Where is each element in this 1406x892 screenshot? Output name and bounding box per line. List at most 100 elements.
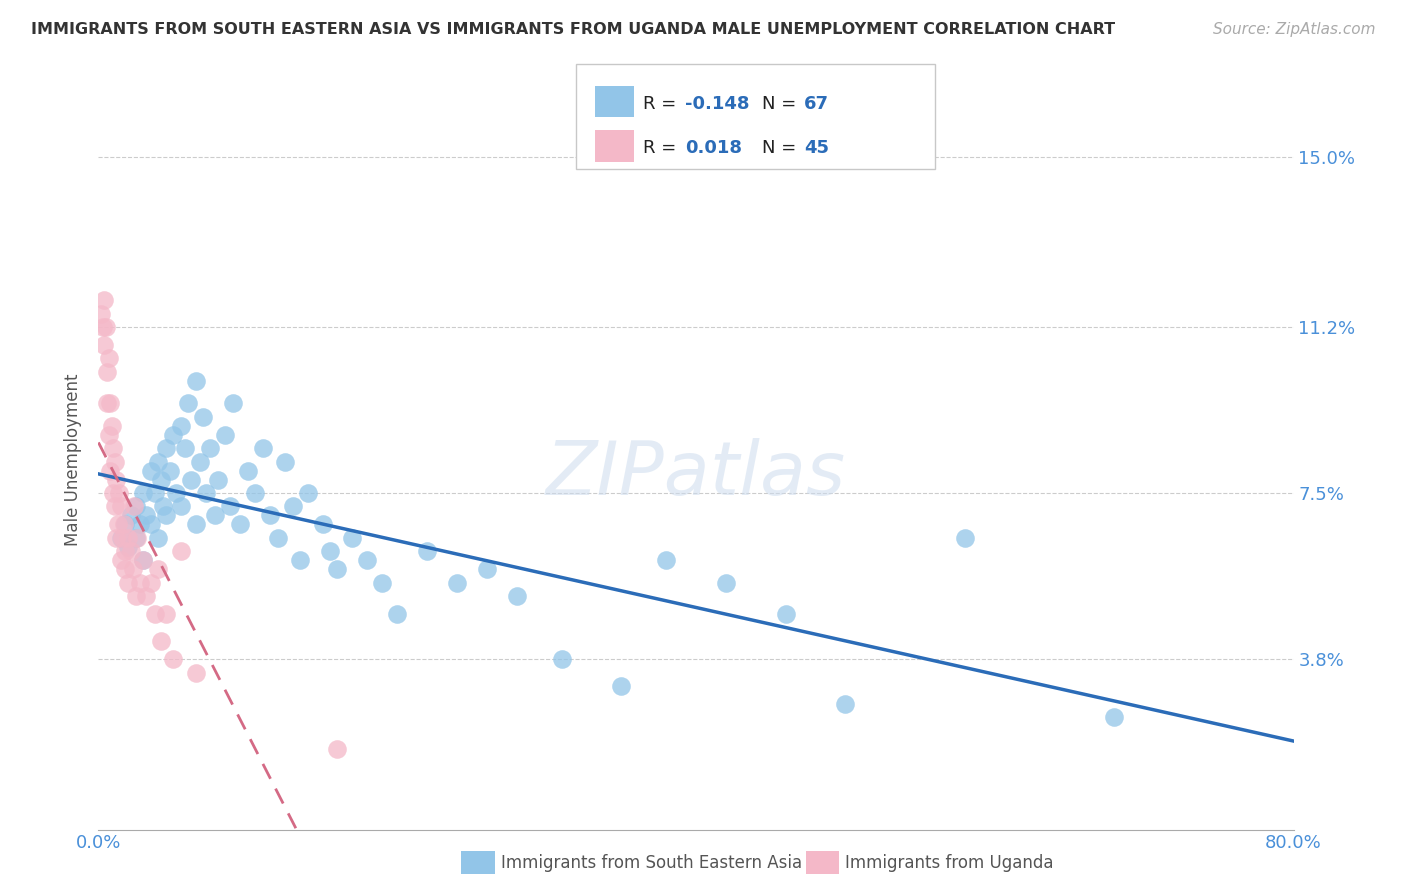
Point — [143, 486, 166, 500]
Point — [98, 464, 122, 478]
Point — [165, 486, 187, 500]
Point — [129, 517, 152, 532]
Point — [139, 464, 162, 478]
Point — [191, 409, 214, 424]
Point — [281, 500, 304, 514]
Point — [139, 517, 162, 532]
Point — [139, 575, 162, 590]
Point — [252, 441, 274, 455]
Point — [267, 531, 290, 545]
Point — [180, 473, 202, 487]
Point — [319, 544, 342, 558]
Point — [135, 508, 157, 523]
Point — [259, 508, 281, 523]
Text: Immigrants from Uganda: Immigrants from Uganda — [845, 854, 1053, 871]
Point — [110, 500, 132, 514]
Point — [135, 589, 157, 603]
Point — [104, 500, 127, 514]
Point — [132, 553, 155, 567]
Point — [121, 562, 143, 576]
Point — [174, 441, 197, 455]
Point — [127, 531, 149, 545]
Text: 0.018: 0.018 — [685, 139, 742, 157]
Point — [550, 652, 572, 666]
Point — [124, 500, 146, 514]
Point — [245, 486, 267, 500]
Point — [125, 589, 148, 603]
Point — [655, 553, 678, 567]
Point — [177, 396, 200, 410]
Point — [90, 307, 112, 321]
Y-axis label: Male Unemployment: Male Unemployment — [65, 373, 83, 546]
Point — [1104, 710, 1126, 724]
Point — [311, 517, 333, 532]
Point — [342, 531, 364, 545]
Text: ZIPatlas: ZIPatlas — [546, 438, 846, 510]
Point — [200, 441, 222, 455]
Point — [274, 455, 297, 469]
Point — [775, 607, 797, 622]
Point — [326, 562, 349, 576]
Point — [155, 607, 177, 622]
Point — [184, 374, 207, 388]
Point — [91, 320, 114, 334]
Point — [152, 500, 174, 514]
Text: N =: N = — [762, 95, 801, 113]
Point — [155, 508, 177, 523]
Point — [159, 464, 181, 478]
Point — [97, 351, 120, 366]
Point — [97, 427, 120, 442]
Point — [105, 473, 128, 487]
Point — [219, 500, 242, 514]
Point — [143, 607, 166, 622]
Point — [104, 455, 127, 469]
Point — [150, 634, 173, 648]
Point — [114, 544, 136, 558]
Point — [94, 320, 117, 334]
Point — [93, 338, 115, 352]
Point — [195, 486, 218, 500]
Point — [207, 473, 229, 487]
Point — [96, 396, 118, 410]
Point — [184, 665, 207, 680]
Point — [169, 418, 191, 433]
Point — [101, 418, 124, 433]
Point — [155, 441, 177, 455]
Point — [120, 544, 142, 558]
Point — [446, 575, 468, 590]
Point — [222, 396, 245, 410]
Point — [93, 293, 115, 307]
Point — [105, 531, 128, 545]
Point — [371, 575, 394, 590]
Text: 67: 67 — [804, 95, 830, 113]
Point — [506, 589, 529, 603]
Point — [112, 517, 135, 532]
Point — [214, 427, 236, 442]
Point — [385, 607, 409, 622]
Point — [110, 553, 132, 567]
Point — [169, 544, 191, 558]
Point — [103, 486, 125, 500]
Point — [117, 540, 139, 554]
Point — [114, 517, 136, 532]
Point — [150, 473, 173, 487]
Point — [114, 562, 136, 576]
Text: Source: ZipAtlas.com: Source: ZipAtlas.com — [1212, 22, 1375, 37]
Point — [125, 531, 148, 545]
Point — [169, 500, 191, 514]
Point — [117, 575, 139, 590]
Point — [110, 531, 132, 545]
Text: R =: R = — [643, 95, 682, 113]
Text: -0.148: -0.148 — [685, 95, 749, 113]
Point — [107, 517, 129, 532]
Point — [117, 531, 139, 545]
Point — [148, 531, 170, 545]
Point — [111, 531, 134, 545]
Point — [98, 396, 122, 410]
Point — [129, 575, 152, 590]
Text: 45: 45 — [804, 139, 830, 157]
Text: N =: N = — [762, 139, 801, 157]
Point — [297, 486, 319, 500]
Point — [416, 544, 439, 558]
Point — [236, 464, 259, 478]
